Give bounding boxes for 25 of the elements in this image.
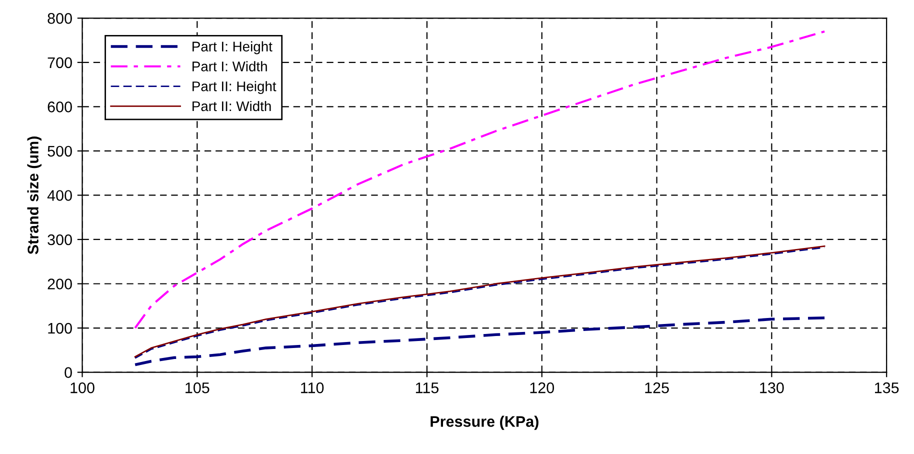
x-tick-label: 100 [70,382,94,394]
y-tick-label: 200 [48,278,72,290]
y-axis-title: Strand size (um) [27,136,42,254]
x-axis-title: Pressure (KPa) [430,416,538,430]
x-tick-label: 115 [416,382,439,394]
y-tick-label: 500 [48,146,72,157]
legend-label: Part II: Height [192,81,276,94]
legend-label: Part II: Width [192,100,271,112]
y-tick-label: 300 [48,234,72,246]
line-series [134,30,826,330]
y-tick-label: 100 [48,322,72,334]
x-tick-label: 110 [301,382,324,394]
y-tick-label: 700 [48,57,72,68]
y-tick-label: 600 [48,102,72,112]
x-tick-label: 135 [875,382,899,394]
legend-label: Part I: Height [192,41,272,54]
x-tick-label: 130 [760,382,784,394]
x-tick-label: 125 [645,382,669,394]
y-tick-label: 800 [48,13,72,24]
legend-label: Part I: Width [192,61,267,72]
x-tick-label: 105 [186,382,210,394]
y-tick-label: 400 [47,190,72,201]
line-series [134,316,826,366]
y-tick-label: 0 [64,367,72,378]
x-tick-label: 120 [530,382,554,394]
